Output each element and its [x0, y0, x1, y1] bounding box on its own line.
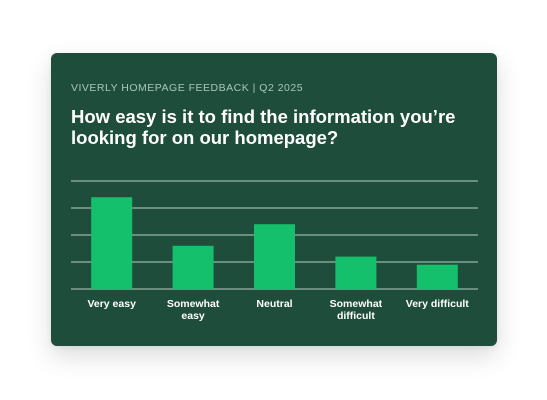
bar-chart: Very easy Somewhat easy Neutral Somewhat diff…: [71, 180, 478, 322]
x-axis-labels: Very easy Somewhat easy Neutral Somewhat diff…: [87, 298, 469, 322]
x-tick-label: Somewhat difficult: [330, 298, 383, 322]
x-tick-label: Neutral: [256, 298, 292, 310]
survey-eyebrow: VIVERLY HOMEPAGE FEEDBACK | Q2 2025: [71, 82, 304, 94]
chart-title: How easy is it to find the information y…: [71, 106, 456, 148]
bar-very-difficult: [416, 264, 458, 289]
bar-very-easy: [91, 197, 133, 289]
x-tick-label: Somewhat easy: [167, 298, 220, 322]
bar-somewhat-easy: [172, 245, 214, 289]
bar-neutral: [254, 224, 295, 289]
x-tick-label: Very easy: [87, 298, 136, 310]
bar-somewhat-difficult: [335, 256, 377, 289]
x-tick-label: Very difficult: [406, 298, 470, 310]
chart-card: VIVERLY HOMEPAGE FEEDBACK | Q2 2025 How …: [51, 53, 497, 346]
bars: [91, 197, 458, 289]
